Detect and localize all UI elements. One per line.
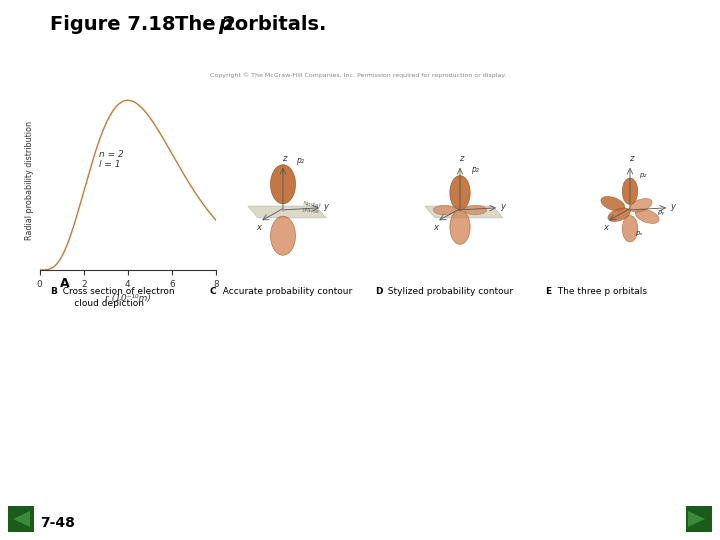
Ellipse shape <box>622 178 638 205</box>
Text: B: B <box>50 287 57 296</box>
Text: x: x <box>256 223 261 232</box>
Text: p₂: p₂ <box>471 165 479 174</box>
Text: D: D <box>375 287 382 296</box>
Text: x: x <box>603 223 608 232</box>
Text: p: p <box>218 15 232 34</box>
Ellipse shape <box>464 205 487 215</box>
Ellipse shape <box>622 215 638 242</box>
Text: The three p orbitals: The three p orbitals <box>552 287 647 296</box>
Ellipse shape <box>433 205 455 215</box>
Ellipse shape <box>601 197 625 211</box>
Text: y: y <box>148 201 153 211</box>
Text: n = 2
l = 1: n = 2 l = 1 <box>99 150 124 170</box>
Polygon shape <box>13 511 30 527</box>
Text: x: x <box>81 223 85 232</box>
Text: The 2: The 2 <box>175 15 236 34</box>
Text: Figure 7.18: Figure 7.18 <box>50 15 176 34</box>
Text: z: z <box>459 154 463 163</box>
Ellipse shape <box>99 170 120 204</box>
Text: E: E <box>545 287 551 296</box>
Text: pₓ: pₓ <box>635 230 642 237</box>
FancyBboxPatch shape <box>686 506 712 532</box>
Ellipse shape <box>113 201 145 216</box>
Ellipse shape <box>99 216 120 251</box>
Text: p₂: p₂ <box>639 172 646 178</box>
Text: y: y <box>500 201 505 211</box>
Text: C: C <box>210 287 217 296</box>
Ellipse shape <box>635 209 659 224</box>
Text: Nodal
plane: Nodal plane <box>302 201 321 214</box>
Polygon shape <box>425 206 503 218</box>
Polygon shape <box>72 206 150 218</box>
Text: 7-48: 7-48 <box>40 516 75 530</box>
Text: pᵧ: pᵧ <box>657 208 665 214</box>
Text: A: A <box>60 277 70 290</box>
Text: Cross section of electron
      cloud depiction: Cross section of electron cloud depictio… <box>57 287 175 308</box>
Text: z: z <box>106 154 110 163</box>
Polygon shape <box>450 210 470 244</box>
Text: Copyright © The McGraw-Hill Companies, Inc. Permission required for reproduction: Copyright © The McGraw-Hill Companies, I… <box>210 72 506 78</box>
Ellipse shape <box>271 216 295 255</box>
Y-axis label: Radial probability distribution: Radial probability distribution <box>25 122 34 240</box>
Text: orbitals.: orbitals. <box>228 15 326 34</box>
Text: z: z <box>629 154 633 163</box>
Ellipse shape <box>271 165 295 204</box>
Text: p₂: p₂ <box>119 160 127 170</box>
Text: Stylized probability contour: Stylized probability contour <box>382 287 513 296</box>
Polygon shape <box>248 206 326 218</box>
X-axis label: r (10⁻¹⁰m): r (10⁻¹⁰m) <box>105 294 150 303</box>
Text: x: x <box>433 223 438 232</box>
Text: y: y <box>323 201 328 211</box>
Polygon shape <box>688 511 705 527</box>
Ellipse shape <box>630 199 652 212</box>
Polygon shape <box>450 176 470 210</box>
Text: p₂: p₂ <box>296 156 304 165</box>
Ellipse shape <box>608 208 630 221</box>
Text: Accurate probability contour: Accurate probability contour <box>217 287 352 296</box>
Ellipse shape <box>70 201 101 216</box>
FancyBboxPatch shape <box>8 506 34 532</box>
Text: z: z <box>282 154 286 163</box>
Text: y: y <box>670 201 675 211</box>
